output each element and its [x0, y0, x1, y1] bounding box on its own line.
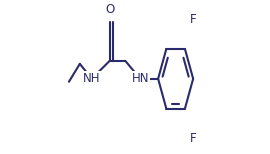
Text: F: F	[190, 132, 197, 145]
Text: F: F	[190, 13, 197, 26]
Text: NH: NH	[83, 72, 100, 85]
Text: O: O	[105, 3, 114, 16]
Text: HN: HN	[131, 72, 149, 85]
